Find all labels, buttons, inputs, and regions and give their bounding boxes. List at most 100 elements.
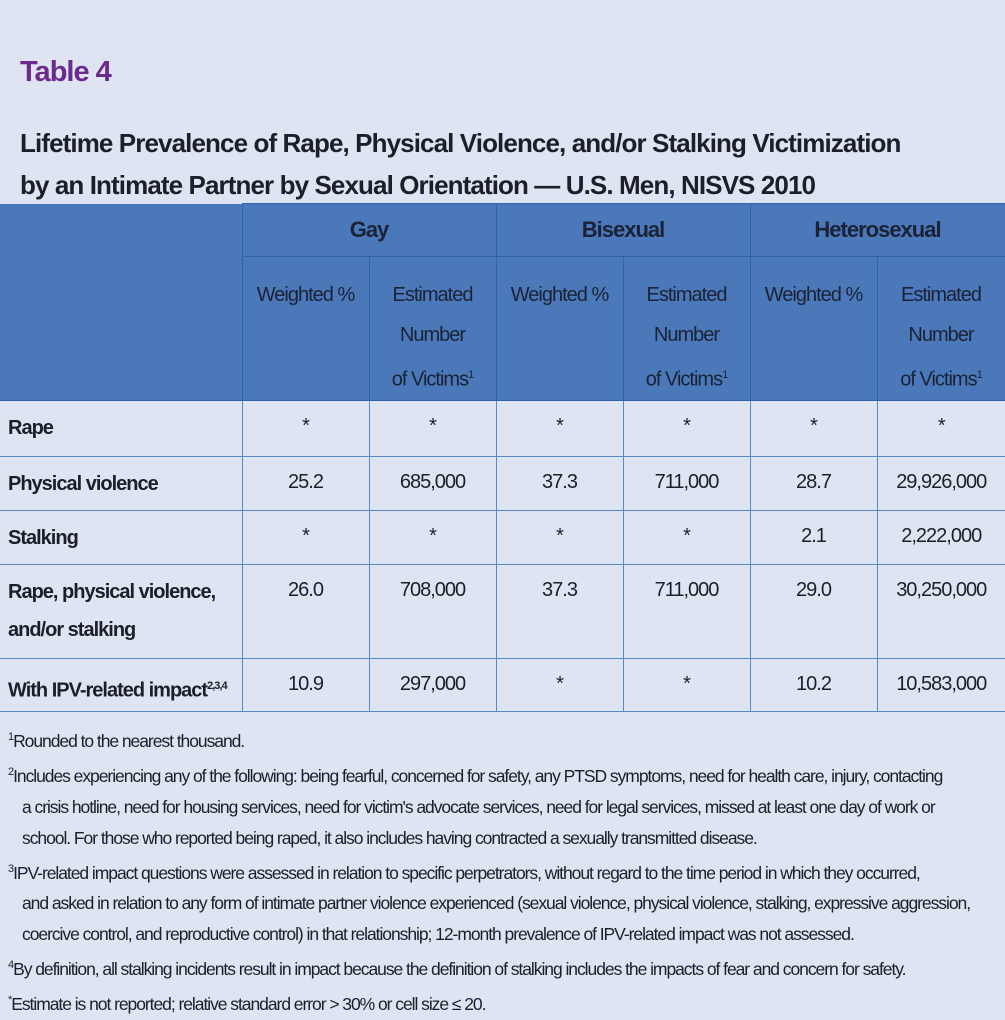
footnote-mark: 1 [8, 731, 14, 743]
row-label-line: With IPV-related impact2,3,4 [8, 667, 242, 710]
row-label-line: Rape [8, 409, 242, 447]
estimated-victims-header: Estimated Number of Victims1 [876, 256, 1005, 401]
table-cell: 10.2 [749, 657, 878, 712]
table-cell: * [495, 509, 624, 565]
footnote-text: IPV-related impact questions were assess… [13, 862, 921, 883]
table-cell: * [241, 399, 370, 457]
footnote-mark: 2 [8, 765, 14, 778]
footnote-ref: 2,3,4 [207, 679, 227, 692]
weighted-percent-header: Weighted % [495, 256, 624, 401]
table-cell: * [876, 399, 1005, 457]
table-cell: 297,000 [368, 657, 497, 712]
header-line: of Victims1 [370, 355, 496, 400]
table-cell: 10.9 [241, 657, 370, 712]
footnote-line: a crisis hotline, need for housing servi… [8, 792, 970, 823]
header-line-text: of Victims [900, 368, 977, 391]
table-row: With IPV-related impact2,3,4 10.9 297,000 *… [0, 657, 1005, 712]
row-label-text: Stalking [8, 526, 79, 549]
table-cell: 711,000 [622, 455, 751, 511]
header-line-text: of Victims [645, 368, 723, 391]
table-cell: 26.0 [241, 563, 370, 659]
table-cell: * [495, 399, 624, 457]
row-label-text: Rape, physical violence, [8, 580, 216, 603]
table-title: Lifetime Prevalence of Rape, Physical Vi… [20, 122, 901, 206]
row-label-line: and/or stalking [8, 618, 136, 641]
footnote-text: a crisis hotline, need for housing servi… [22, 796, 936, 817]
table-cell: * [368, 399, 497, 457]
footnote-mark: 3 [8, 862, 14, 875]
row-label: Stalking [0, 509, 243, 565]
row-label-line: Stalking [8, 519, 242, 557]
header-line: Estimated [901, 284, 982, 306]
group-header: Gay [241, 203, 497, 257]
header-line: Estimated [646, 284, 728, 306]
title-line: by an Intimate Partner by Sexual Orienta… [20, 170, 816, 200]
header-line: of Victims1 [878, 355, 1005, 400]
footnote-text: Rounded to the nearest thousand. [13, 730, 245, 751]
weighted-percent-header: Weighted % [241, 256, 370, 401]
table-cell: 28.7 [749, 455, 878, 511]
header-line: Estimated [392, 284, 474, 306]
footnote-line: 4By definition, all stalking incidents r… [8, 950, 970, 985]
table-cell: 30,250,000 [876, 563, 1005, 659]
footnote-line: 3IPV-related impact questions were asses… [8, 854, 970, 889]
table-cell: * [622, 399, 751, 457]
table-cell: 711,000 [622, 563, 751, 659]
footnote-mark: 4 [8, 959, 14, 972]
group-header: Bisexual [495, 203, 751, 257]
row-label-text: Rape [8, 416, 54, 439]
table-cell: * [622, 509, 751, 565]
header-line: Number [399, 324, 466, 346]
header-line: Number [653, 324, 720, 346]
table-cell: 685,000 [368, 455, 497, 511]
table-row: Rape * * * * * * [0, 399, 1005, 457]
table-cell: 10,583,000 [876, 657, 1005, 712]
footnote-mark: * [8, 994, 12, 1007]
prevalence-table: Gay Bisexual Heterosexual Weighted % Esti… [0, 203, 1005, 712]
footnote-text: and asked in relation to any form of int… [22, 893, 971, 914]
header-line: Number [908, 324, 974, 346]
footnote-line: 2Includes experiencing any of the follow… [8, 757, 970, 792]
header-line: of Victims1 [624, 355, 750, 400]
footnote-line: coercive control, and reproductive contr… [8, 919, 970, 950]
table-row: Rape, physical violence, and/or stalking 2… [0, 563, 1005, 659]
table-cell: 29.0 [749, 563, 878, 659]
footnote-text: school. For those who reported being rap… [22, 827, 758, 848]
row-label: Rape [0, 399, 243, 457]
table-cell: 2,222,000 [876, 509, 1005, 565]
table-cell: 2.1 [749, 509, 878, 565]
estimated-victims-header: Estimated Number of Victims1 [368, 256, 497, 401]
title-line: Lifetime Prevalence of Rape, Physical Vi… [20, 128, 901, 158]
footnote-line: and asked in relation to any form of int… [8, 888, 971, 919]
footnotes: 1Rounded to the nearest thousand. 2Includ… [8, 722, 971, 1020]
table-cell: 37.3 [495, 563, 624, 659]
table-row: Physical violence 25.2 685,000 37.3 711,000 2… [0, 455, 1005, 511]
footnote-ref: 1 [468, 369, 474, 381]
footnote-text: coercive control, and reproductive contr… [22, 924, 855, 945]
weighted-percent-header: Weighted % [749, 256, 878, 401]
row-label-line: Rape, physical violence, [8, 573, 242, 611]
footnote-text: By definition, all stalking incidents re… [13, 959, 906, 980]
header-line-text: of Victims [391, 368, 469, 391]
footnote-ref: 1 [722, 369, 728, 381]
group-header: Heterosexual [749, 203, 1005, 257]
footnote-text: Estimate is not reported; relative stand… [11, 994, 486, 1015]
table-cell: * [495, 657, 624, 712]
row-label-text: With IPV-related impact [8, 679, 208, 702]
table-cell: * [749, 399, 878, 457]
footnote-line: *Estimate is not reported; relative stan… [8, 985, 970, 1020]
footnote-line: 1Rounded to the nearest thousand. [8, 722, 970, 757]
table-cell: * [368, 509, 497, 565]
header-blank [0, 203, 243, 401]
table-cell: 708,000 [368, 563, 497, 659]
row-label: Physical violence [0, 455, 243, 511]
row-label: With IPV-related impact2,3,4 [0, 657, 243, 712]
table-cell: 25.2 [241, 455, 370, 511]
estimated-victims-header: Estimated Number of Victims1 [622, 256, 751, 401]
row-label-text: Physical violence [8, 472, 159, 495]
table-cell: 29,926,000 [876, 455, 1005, 511]
footnote-text: Includes experiencing any of the followi… [13, 765, 943, 786]
table-cell: * [241, 509, 370, 565]
footnote-ref: 1 [976, 369, 983, 381]
table-cell: 37.3 [495, 455, 624, 511]
